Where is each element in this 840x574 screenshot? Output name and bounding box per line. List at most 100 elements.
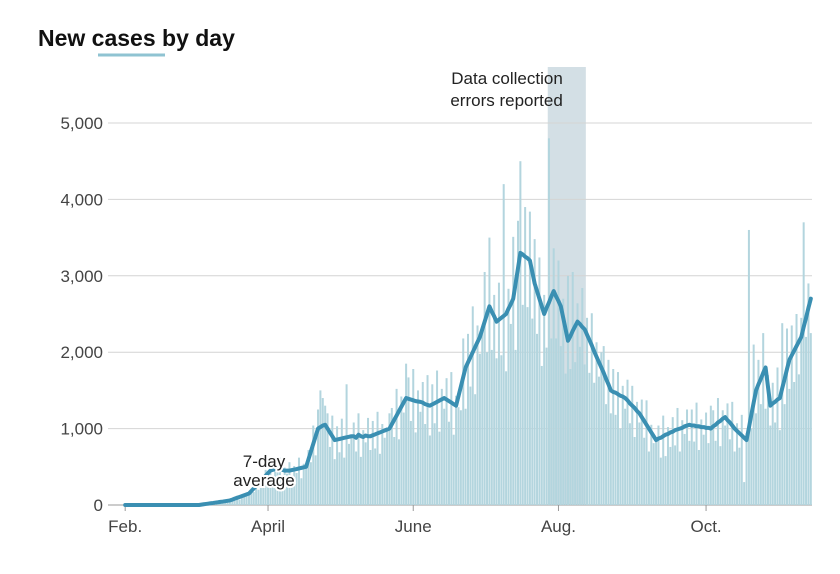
bar <box>390 407 393 505</box>
bar <box>247 492 250 505</box>
bar <box>557 260 560 505</box>
x-tick-label: Aug. <box>541 517 576 536</box>
bar <box>566 275 569 505</box>
x-tick-label: June <box>395 517 432 536</box>
bar <box>657 425 660 505</box>
bar <box>747 229 750 505</box>
bar <box>362 430 365 505</box>
bar <box>793 381 796 505</box>
y-tick-label: 3,000 <box>60 267 103 286</box>
bar <box>624 408 627 505</box>
bar <box>524 207 527 506</box>
bar <box>464 408 467 505</box>
bar <box>750 428 753 505</box>
bar <box>378 453 381 505</box>
bar <box>807 283 810 505</box>
bar <box>628 423 631 505</box>
bar <box>726 403 729 505</box>
average-label: average <box>233 471 294 490</box>
bar <box>743 482 746 505</box>
bar <box>647 451 650 505</box>
y-tick-label: 1,000 <box>60 420 103 439</box>
bar <box>581 288 584 505</box>
x-tick-label: Feb. <box>108 517 142 536</box>
average-line <box>123 250 813 507</box>
bar <box>559 346 562 505</box>
bar <box>597 376 600 505</box>
bar <box>402 412 405 505</box>
bar <box>593 382 596 505</box>
bar <box>712 410 715 505</box>
bar <box>543 294 546 505</box>
bar <box>428 435 431 505</box>
bar <box>614 414 617 505</box>
bar <box>605 404 608 505</box>
chart-title: New cases by day <box>38 25 235 51</box>
bar <box>683 433 686 505</box>
bar <box>352 422 355 505</box>
bar <box>369 449 372 505</box>
bars-layer <box>202 138 812 506</box>
bar <box>752 344 755 505</box>
bar <box>690 409 693 505</box>
bar <box>555 338 558 505</box>
bar <box>421 381 424 505</box>
bar <box>540 365 543 505</box>
bar <box>259 478 262 505</box>
bar <box>240 494 243 505</box>
bar <box>547 138 550 505</box>
bar <box>514 349 517 505</box>
bar <box>264 469 267 505</box>
bar <box>776 367 779 505</box>
bar <box>633 437 636 505</box>
bar <box>664 456 667 505</box>
bar <box>340 418 343 505</box>
bar <box>809 333 812 505</box>
bar <box>436 370 439 505</box>
bar <box>516 220 519 506</box>
bar <box>347 443 350 505</box>
bar <box>805 336 808 505</box>
bar <box>419 411 422 505</box>
bar <box>616 372 619 505</box>
bar <box>512 236 515 505</box>
bar <box>650 424 653 505</box>
bar <box>350 436 353 505</box>
bar <box>686 409 689 505</box>
bar <box>659 457 662 505</box>
x-tick-label: April <box>251 517 285 536</box>
bar <box>407 377 410 505</box>
bar <box>338 452 341 505</box>
bar <box>386 429 389 505</box>
bar <box>297 457 300 505</box>
bar <box>414 432 417 505</box>
bar <box>333 459 336 505</box>
bar <box>602 346 605 505</box>
bar <box>457 407 460 505</box>
bar <box>238 499 241 505</box>
bar <box>257 489 260 505</box>
bar <box>669 446 672 505</box>
bar <box>771 382 774 505</box>
bar <box>795 314 798 505</box>
bar <box>759 404 762 505</box>
line-layer <box>123 250 813 507</box>
bar <box>531 318 534 505</box>
bar <box>405 363 408 505</box>
bar <box>445 378 448 505</box>
bar <box>700 419 703 505</box>
labels-layer: Data collection errors reported 0 1,000 2,00… <box>60 69 721 536</box>
bar <box>778 430 781 505</box>
bar <box>493 294 496 505</box>
bar <box>802 222 805 505</box>
bar <box>245 493 248 505</box>
bar <box>490 349 493 505</box>
bar <box>645 400 648 505</box>
bar <box>707 443 710 505</box>
bar <box>376 411 379 505</box>
bar <box>562 298 565 505</box>
bar <box>693 441 696 505</box>
bar <box>252 492 255 505</box>
bar <box>312 425 315 505</box>
